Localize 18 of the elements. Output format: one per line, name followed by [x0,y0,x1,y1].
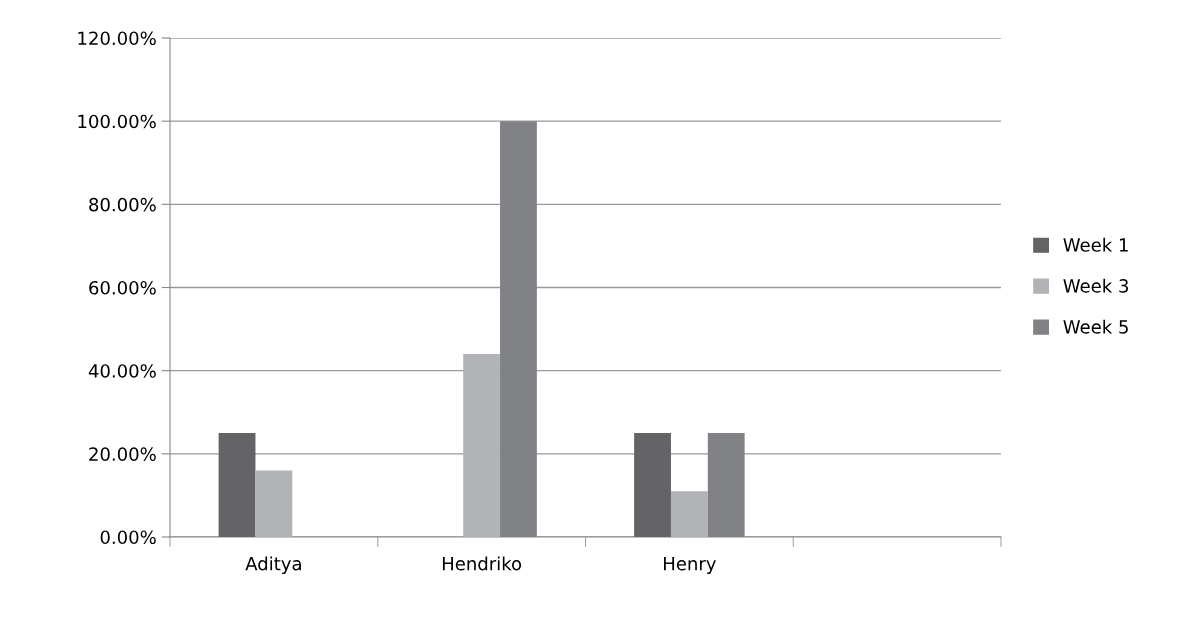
bar [634,433,671,537]
x-tick-label: Hendriko [442,556,522,571]
bar [255,470,293,537]
y-tick-label: 0.00% [100,530,156,545]
legend-label: Week 3 [1063,278,1128,293]
x-tick-label: Henry [664,557,716,574]
y-tick-label: 120.00% [78,31,156,46]
y-tick-label: 80.00% [89,197,156,212]
legend-label: Week 5 [1063,319,1128,334]
x-tick-label: Aditya [245,556,301,574]
y-tick-label: 40.00% [88,364,156,378]
bar [218,433,256,537]
legend-label: Week 1 [1063,237,1128,252]
y-tick-label: 60.00% [89,280,156,295]
y-tick-label: 100.00% [78,114,156,129]
bar [670,491,708,537]
bar [463,354,501,537]
y-tick-label: 20.00% [89,447,156,461]
